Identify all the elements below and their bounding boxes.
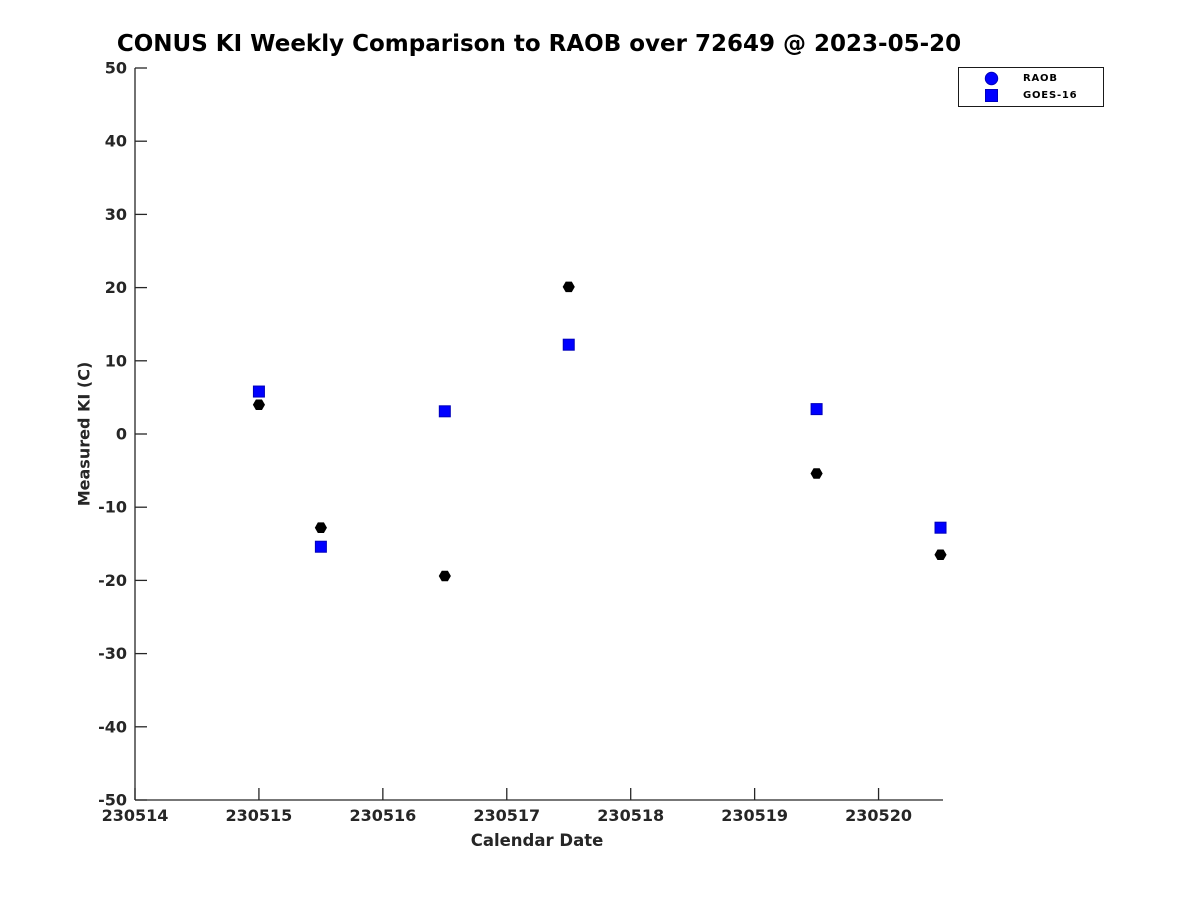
x-axis-label: Calendar Date bbox=[470, 831, 604, 850]
legend-row-goes16: GOES-16 bbox=[959, 87, 1103, 104]
y-tick-label: 0 bbox=[116, 425, 127, 444]
y-tick-label: -40 bbox=[98, 717, 127, 736]
raob-data-point bbox=[562, 281, 575, 293]
legend-label-raob: RAOB bbox=[1023, 73, 1058, 84]
x-tick-label: 230517 bbox=[473, 806, 540, 825]
legend-box: RAOB GOES-16 bbox=[958, 67, 1104, 107]
x-tick-label: 230515 bbox=[226, 806, 293, 825]
y-tick-label: 40 bbox=[105, 132, 127, 151]
y-tick-label: 10 bbox=[105, 351, 127, 370]
y-tick-label: 50 bbox=[105, 59, 127, 78]
y-tick-label: -10 bbox=[98, 498, 127, 517]
y-tick-label: -50 bbox=[98, 791, 127, 810]
goes16-data-point bbox=[438, 405, 451, 418]
y-axis-label: Measured KI (C) bbox=[74, 361, 94, 507]
goes16-legend-square-icon bbox=[959, 88, 1023, 103]
raob-data-point bbox=[438, 570, 451, 582]
x-tick-label: 230518 bbox=[597, 806, 664, 825]
y-tick-label: 20 bbox=[105, 278, 127, 297]
goes16-data-point bbox=[934, 521, 947, 534]
raob-data-point bbox=[810, 468, 823, 479]
y-tick-label: -30 bbox=[98, 644, 127, 663]
x-tick-label: 230516 bbox=[349, 806, 416, 825]
raob-data-point bbox=[314, 522, 327, 533]
goes16-data-point bbox=[314, 540, 327, 553]
raob-data-point bbox=[934, 549, 947, 561]
x-tick-label: 230520 bbox=[845, 806, 912, 825]
raob-legend-circle-icon bbox=[959, 71, 1023, 86]
x-tick-label: 230519 bbox=[721, 806, 788, 825]
raob-data-point bbox=[252, 399, 266, 410]
y-tick-label: 30 bbox=[105, 205, 127, 224]
y-tick-label: -20 bbox=[98, 571, 127, 590]
legend-label-goes16: GOES-16 bbox=[1023, 90, 1078, 101]
chart-title: CONUS KI Weekly Comparison to RAOB over … bbox=[116, 31, 962, 57]
goes16-data-point bbox=[810, 403, 823, 416]
goes16-data-point bbox=[562, 338, 575, 351]
goes16-data-point bbox=[252, 385, 265, 398]
x-tick-label: 230514 bbox=[102, 806, 169, 825]
legend-row-raob: RAOB bbox=[959, 70, 1103, 87]
